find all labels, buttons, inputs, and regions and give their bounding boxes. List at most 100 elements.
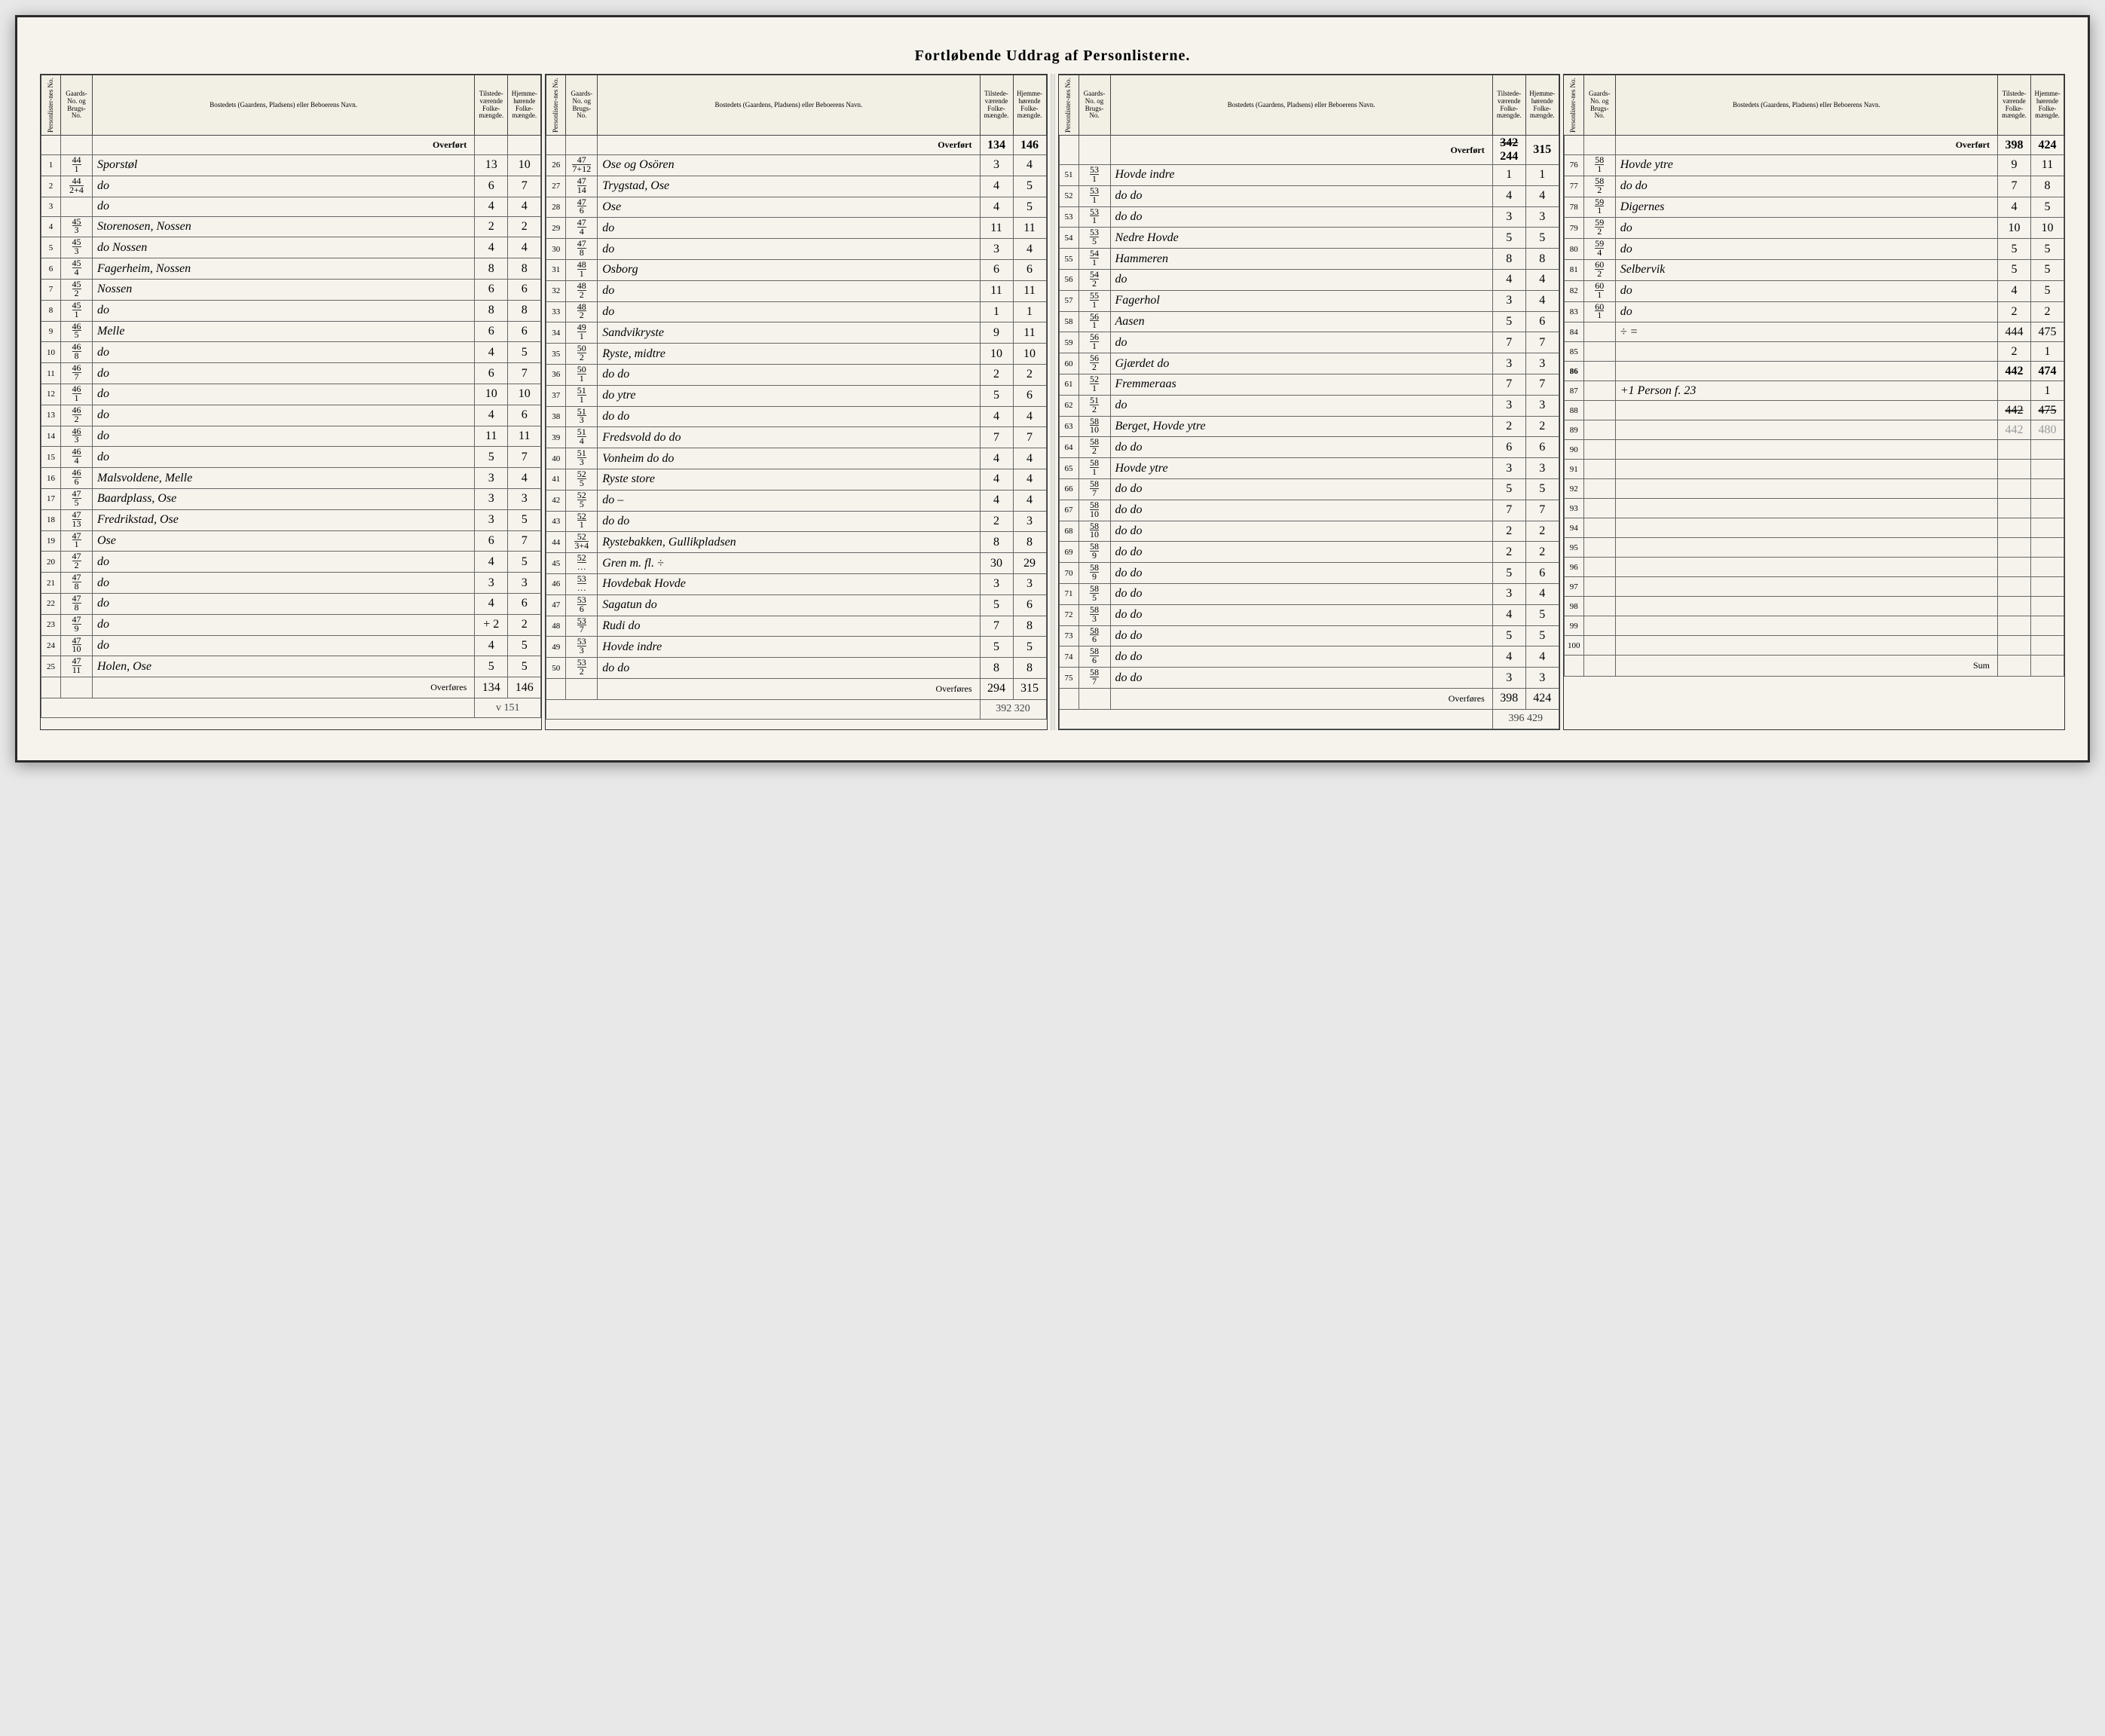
- row-h: [2031, 636, 2064, 656]
- row-t: 2: [1998, 301, 2031, 322]
- overfort-row: Overført342 244315: [1059, 136, 1559, 165]
- overfort-row: Overført398424: [1564, 136, 2064, 155]
- row-name: do: [93, 384, 475, 405]
- row-name: do do: [1110, 478, 1492, 500]
- row-h: 1: [1525, 165, 1559, 186]
- col-gaards: Gaards-No. og Brugs-No.: [1079, 75, 1110, 136]
- row-h: 2: [1525, 521, 1559, 542]
- row-gaards: 535: [1079, 228, 1110, 249]
- row-h: [2031, 597, 2064, 616]
- ledger-row: 86442474: [1564, 362, 2064, 381]
- row-no: 18: [41, 509, 61, 530]
- ledger-row: 8451do88: [41, 300, 541, 321]
- overfores-row: Overføres294315: [546, 678, 1046, 699]
- col-gaards: Gaards-No. og Brugs-No.: [1583, 75, 1615, 136]
- ledger-row: 81602Selbervik55: [1564, 259, 2064, 280]
- row-gaards: 442+4: [61, 176, 93, 197]
- row-h: [2031, 616, 2064, 636]
- row-t: 2: [475, 216, 508, 237]
- overfores-label: Overføres: [93, 677, 475, 698]
- ledger-row: 4653…Hovdebak Hovde33: [546, 573, 1046, 594]
- row-name: do do: [598, 511, 980, 532]
- row-name: Hammeren: [1110, 249, 1492, 270]
- overfores-h: 424: [1525, 688, 1559, 709]
- row-gaards: [1583, 479, 1615, 499]
- row-no: 9: [41, 321, 61, 342]
- row-no: 29: [546, 218, 566, 239]
- row-t: 442: [1998, 362, 2031, 381]
- row-h: 1: [1013, 301, 1046, 322]
- row-h: 5: [508, 509, 541, 530]
- row-t: 6: [475, 176, 508, 197]
- row-gaards: 551: [1079, 290, 1110, 311]
- row-no: 55: [1059, 249, 1079, 270]
- row-name: do do: [1110, 668, 1492, 689]
- col-bosted: Bostedets (Gaardens, Pladsens) eller Beb…: [598, 75, 980, 136]
- row-t: 3: [475, 488, 508, 509]
- overfores-row: Overføres134146: [41, 677, 541, 698]
- ledger-row: 88442475: [1564, 401, 2064, 420]
- row-no: 74: [1059, 646, 1079, 668]
- ledger-row: 57551Fagerhol34: [1059, 290, 1559, 311]
- row-gaards: 462: [61, 405, 93, 426]
- row-h: [2031, 577, 2064, 597]
- row-gaards: 441: [61, 155, 93, 176]
- ledger-row: 94: [1564, 518, 2064, 538]
- row-name: Ose og Osören: [598, 155, 980, 176]
- col-gaards: Gaards-No. og Brugs-No.: [61, 75, 93, 136]
- row-t: 3: [475, 573, 508, 594]
- ledger-row: 12461do1010: [41, 384, 541, 405]
- row-t: [1998, 460, 2031, 479]
- row-gaards: 481: [566, 259, 598, 280]
- row-name: [1615, 479, 1997, 499]
- row-gaards: 523+4: [566, 532, 598, 553]
- ledger-row: 80594do55: [1564, 239, 2064, 260]
- overfort-row: Overført134146: [546, 136, 1046, 155]
- ledger-row: 87+1 Person f. 231: [1564, 381, 2064, 401]
- row-no: 17: [41, 488, 61, 509]
- row-no: 100: [1564, 636, 1583, 656]
- row-gaards: 453: [61, 216, 93, 237]
- row-h: 4: [508, 197, 541, 216]
- row-h: 4: [1525, 269, 1559, 290]
- row-t: 8: [980, 658, 1013, 679]
- row-gaards: 582: [1079, 437, 1110, 458]
- row-no: 64: [1059, 437, 1079, 458]
- row-t: 4: [475, 237, 508, 258]
- row-gaards: 502: [566, 344, 598, 365]
- ledger-row: 65581Hovde ytre33: [1059, 458, 1559, 479]
- ledger-row: 4453Storenosen, Nossen22: [41, 216, 541, 237]
- row-name: Ose: [598, 197, 980, 218]
- col-bosted: Bostedets (Gaardens, Pladsens) eller Beb…: [1615, 75, 1997, 136]
- row-gaards: 451: [61, 300, 93, 321]
- row-h: 7: [508, 530, 541, 552]
- row-gaards: 589: [1079, 563, 1110, 584]
- row-name: Fremmeraas: [1110, 374, 1492, 395]
- row-name: Gjærdet do: [1110, 353, 1492, 374]
- ledger-row: 99: [1564, 616, 2064, 636]
- row-no: 89: [1564, 420, 1583, 440]
- row-no: 13: [41, 405, 61, 426]
- row-t: [1998, 597, 2031, 616]
- ledger-row: 20472do45: [41, 552, 541, 573]
- row-t: 5: [980, 594, 1013, 616]
- ledger-row: 49533Hovde indre55: [546, 637, 1046, 658]
- row-gaards: [1583, 342, 1615, 362]
- row-no: 34: [546, 322, 566, 344]
- row-h: 7: [1525, 500, 1559, 521]
- ledger-row: 7452Nossen66: [41, 279, 541, 300]
- row-h: 3: [1013, 511, 1046, 532]
- row-no: 65: [1059, 458, 1079, 479]
- row-no: 94: [1564, 518, 1583, 538]
- row-h: 2: [508, 216, 541, 237]
- overfores-label: Sum: [1615, 656, 1997, 677]
- row-h: [2031, 440, 2064, 460]
- ledger-row: 72583do do45: [1059, 604, 1559, 625]
- row-gaards: 532: [566, 658, 598, 679]
- row-t: [1998, 577, 2031, 597]
- row-h: 6: [508, 321, 541, 342]
- row-no: 67: [1059, 500, 1079, 521]
- ledger-row: 41525Ryste store44: [546, 469, 1046, 490]
- row-t: 2: [1998, 342, 2031, 362]
- row-h: 3: [1525, 458, 1559, 479]
